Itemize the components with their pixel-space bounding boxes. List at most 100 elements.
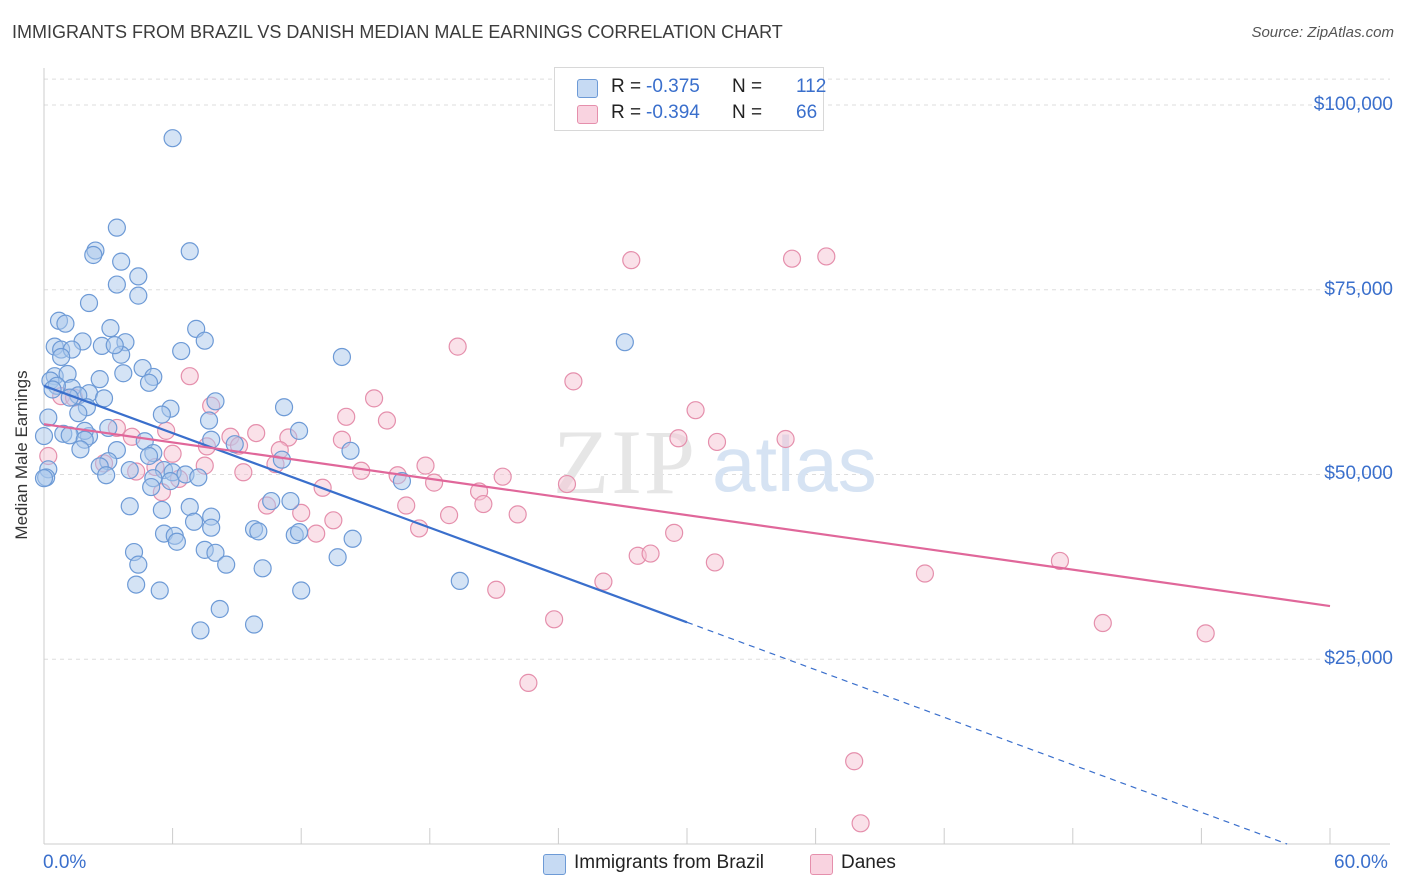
point-danes xyxy=(247,423,266,443)
point-danes xyxy=(707,432,727,452)
point-brazil xyxy=(180,242,199,261)
source-label: Source: ZipAtlas.com xyxy=(1251,24,1394,41)
point-danes xyxy=(324,511,343,530)
point-danes xyxy=(705,553,724,572)
point-danes xyxy=(292,503,311,523)
point-brazil xyxy=(120,497,139,516)
point-danes xyxy=(686,401,705,420)
watermark-atlas: atlas xyxy=(712,420,877,508)
point-brazil xyxy=(129,267,148,286)
point-danes xyxy=(439,506,459,525)
point-danes xyxy=(416,456,435,475)
legend-swatch-brazil xyxy=(543,854,566,875)
point-danes xyxy=(564,372,583,391)
point-danes xyxy=(1196,624,1215,643)
point-danes xyxy=(397,496,416,515)
point-brazil xyxy=(94,389,114,408)
y-tick-label: $50,000 xyxy=(1324,463,1393,485)
point-brazil xyxy=(139,446,159,466)
point-brazil xyxy=(199,411,219,430)
legend-swatch-danes xyxy=(810,854,833,875)
point-brazil xyxy=(206,543,225,562)
point-danes xyxy=(845,752,864,771)
legend-r-value: -0.375 xyxy=(646,76,700,97)
point-brazil xyxy=(292,581,311,600)
point-brazil xyxy=(52,347,71,367)
point-brazil xyxy=(161,472,180,491)
point-brazil xyxy=(191,621,210,640)
point-brazil xyxy=(274,398,294,417)
point-danes xyxy=(474,494,493,514)
point-danes xyxy=(1050,551,1070,571)
point-brazil xyxy=(142,477,161,497)
point-brazil xyxy=(90,370,109,389)
point-brazil xyxy=(97,466,116,485)
legend-r-value: -0.394 xyxy=(646,102,700,123)
point-danes xyxy=(364,389,384,408)
y-axis-title: Median Male Earnings xyxy=(12,370,31,540)
point-brazil xyxy=(249,522,268,541)
point-danes xyxy=(776,429,795,449)
point-danes xyxy=(424,473,444,492)
point-brazil xyxy=(152,405,171,424)
point-brazil xyxy=(341,441,360,460)
point-brazil xyxy=(152,500,171,520)
point-danes xyxy=(641,544,660,563)
point-brazil xyxy=(189,468,208,487)
point-brazil xyxy=(107,218,126,237)
point-danes xyxy=(519,673,538,692)
y-tick-label: $75,000 xyxy=(1324,278,1393,300)
point-brazil xyxy=(289,523,309,542)
point-danes xyxy=(508,505,527,524)
point-brazil xyxy=(217,555,236,574)
series-brazil xyxy=(34,129,634,640)
point-brazil xyxy=(139,373,159,392)
trend-line-brazil xyxy=(43,384,688,624)
legend-r-label: R = xyxy=(611,76,642,97)
point-brazil xyxy=(392,472,412,491)
bottom-legend-brazil[interactable]: Immigrants from Brazil xyxy=(543,852,783,876)
point-brazil xyxy=(34,469,54,488)
chart-title: IMMIGRANTS FROM BRAZIL VS DANISH MEDIAN … xyxy=(12,22,783,42)
point-brazil xyxy=(244,615,264,634)
gridlines xyxy=(44,78,1390,660)
legend-label-brazil: Immigrants from Brazil xyxy=(574,852,765,873)
point-brazil xyxy=(129,286,148,305)
point-danes xyxy=(782,249,802,268)
point-danes xyxy=(307,524,326,543)
point-brazil xyxy=(101,319,120,338)
point-brazil xyxy=(84,245,103,265)
point-danes xyxy=(594,572,613,591)
point-brazil xyxy=(253,559,272,578)
point-brazil xyxy=(328,548,347,567)
point-danes xyxy=(915,564,935,583)
bottom-legend-danes[interactable]: Danes xyxy=(810,852,910,876)
point-brazil xyxy=(225,435,244,454)
point-brazil xyxy=(129,555,148,574)
point-brazil xyxy=(202,518,221,537)
legend-r-label: R = xyxy=(611,102,642,123)
legend-n-value: 112 xyxy=(796,76,827,97)
point-brazil xyxy=(163,129,182,148)
point-danes xyxy=(557,474,577,494)
point-danes xyxy=(669,429,688,448)
x-tick-label-min: 0.0% xyxy=(43,852,87,873)
point-brazil xyxy=(114,364,133,383)
legend-label-danes: Danes xyxy=(841,852,896,873)
y-tick-label: $100,000 xyxy=(1313,93,1393,115)
point-brazil xyxy=(343,529,362,548)
point-danes xyxy=(337,407,356,426)
legend-n-value: 66 xyxy=(796,102,818,123)
point-brazil xyxy=(107,275,126,294)
point-brazil xyxy=(167,532,186,551)
point-danes xyxy=(545,610,564,629)
point-brazil xyxy=(450,571,469,590)
point-brazil xyxy=(332,347,352,367)
point-danes xyxy=(234,463,253,482)
point-danes xyxy=(377,411,397,430)
point-brazil xyxy=(79,293,99,313)
point-brazil xyxy=(71,440,90,459)
point-brazil xyxy=(69,404,88,423)
point-brazil xyxy=(281,491,300,511)
point-danes xyxy=(487,580,506,599)
